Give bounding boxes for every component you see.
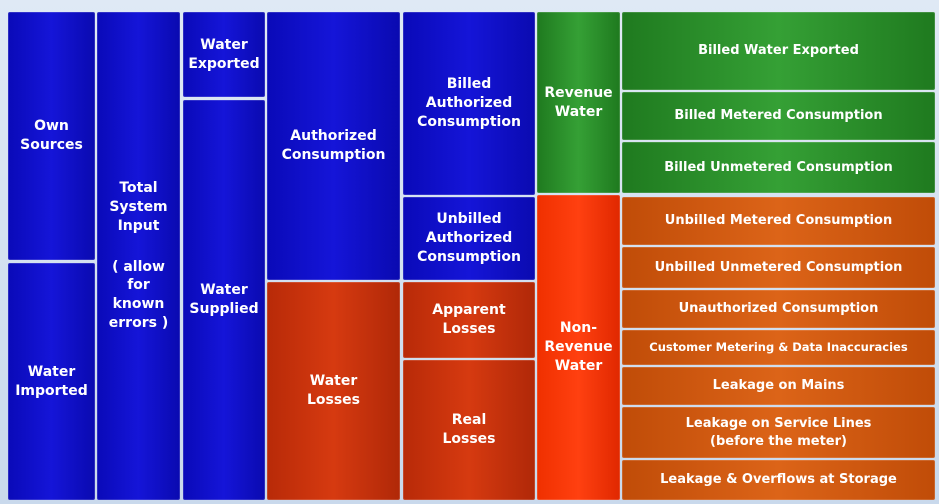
label: Leakage on Service Lines (before the met… (685, 415, 872, 449)
block: Leakage on Service Lines (before the met… (622, 407, 935, 458)
block: Revenue Water (537, 12, 620, 193)
block: Customer Metering & Data Inaccuracies (622, 330, 935, 365)
block: Total System Input ( allow for known err… (97, 12, 180, 500)
block: Unbilled Unmetered Consumption (622, 247, 935, 288)
label: Own Sources (20, 118, 83, 153)
block: Own Sources (8, 12, 95, 260)
block: Unbilled Metered Consumption (622, 197, 935, 245)
block: Unauthorized Consumption (622, 290, 935, 328)
label: Water Losses (306, 373, 361, 408)
label: Authorized Consumption (281, 128, 386, 163)
label: Unauthorized Consumption (678, 301, 879, 317)
label: Leakage on Mains (712, 378, 845, 394)
block: Real Losses (403, 360, 535, 500)
block: Billed Authorized Consumption (403, 12, 535, 195)
label: Unbilled Unmetered Consumption (654, 259, 903, 275)
label: Unbilled Authorized Consumption (417, 211, 521, 265)
block: Billed Water Exported (622, 12, 935, 90)
label: Water Imported (15, 363, 88, 399)
label: Billed Authorized Consumption (417, 76, 521, 130)
block: Authorized Consumption (267, 12, 400, 280)
label: Customer Metering & Data Inaccuracies (649, 339, 908, 354)
label: Real Losses (442, 412, 496, 447)
label: Water Supplied (189, 282, 259, 317)
block: Apparent Losses (403, 282, 535, 358)
label: Billed Water Exported (698, 43, 859, 59)
block: Water Imported (8, 263, 95, 500)
block: Water Exported (183, 12, 265, 97)
block: Leakage on Mains (622, 367, 935, 405)
block: Unbilled Authorized Consumption (403, 197, 535, 280)
note: ( allow for known errors ) (108, 258, 169, 332)
block: Water Supplied (183, 100, 265, 500)
block: Leakage & Overflows at Storage (622, 460, 935, 500)
label: Leakage & Overflows at Storage (660, 472, 897, 488)
block: Billed Metered Consumption (622, 92, 935, 140)
label: Water Exported (188, 36, 260, 72)
block: Water Losses (267, 282, 400, 500)
label: Billed Metered Consumption (674, 108, 883, 124)
label: Revenue Water (544, 84, 613, 120)
label: Unbilled Metered Consumption (664, 213, 893, 229)
label: Billed Unmetered Consumption (664, 159, 893, 175)
block: Billed Unmetered Consumption (622, 142, 935, 193)
label: Non- Revenue Water (544, 320, 613, 374)
block: Non- Revenue Water (537, 195, 620, 500)
label: Apparent Losses (432, 302, 506, 337)
label: Total System Input (109, 179, 168, 234)
